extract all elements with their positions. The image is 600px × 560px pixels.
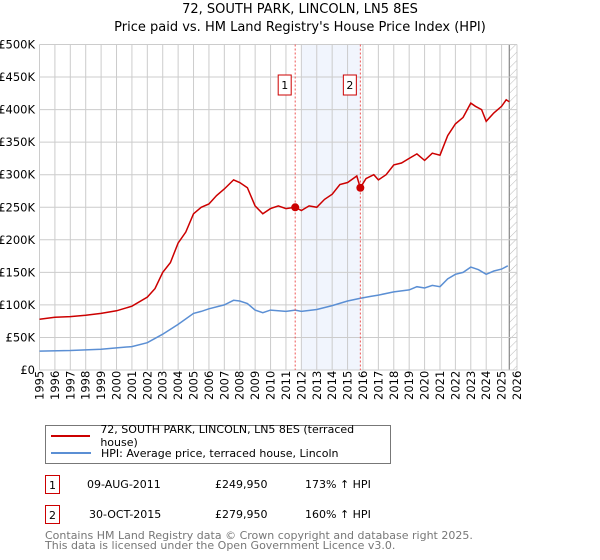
x-tick-label: 2018	[387, 371, 401, 400]
legend-item-property: 72, SOUTH PARK, LINCOLN, LN5 8ES (terrac…	[51, 423, 390, 449]
x-tick-label: 2011	[279, 371, 293, 400]
sale-row: 1 09-AUG-2011 £249,950 173% ↑ HPI	[45, 475, 445, 495]
x-tick-label: 2017	[371, 371, 385, 400]
x-tick-label: 2022	[448, 371, 462, 400]
x-tick-label: 2021	[433, 371, 447, 400]
sale-label-box	[277, 74, 292, 96]
sale-price: £279,950	[215, 508, 268, 521]
x-tick-label: 2014	[325, 371, 339, 400]
sale-hpi: 173% ↑ HPI	[305, 478, 371, 491]
x-tick-label: 1999	[94, 371, 108, 400]
x-tick-label: 2002	[140, 371, 154, 400]
y-tick-label: £400K	[0, 103, 35, 117]
y-tick-label: £300K	[0, 168, 35, 182]
x-tick-label: 2004	[171, 371, 185, 400]
x-tick-label: 2010	[264, 371, 278, 400]
x-tick-label: 1995	[33, 371, 47, 400]
sale-point	[291, 203, 300, 212]
footer-copyright: Contains HM Land Registry data © Crown c…	[45, 529, 473, 542]
legend-item-hpi: HPI: Average price, terraced house, Linc…	[51, 446, 338, 460]
chart-title: 72, SOUTH PARK, LINCOLN, LN5 8ES	[182, 2, 418, 17]
y-tick-label: £500K	[0, 38, 35, 52]
y-tick-label: £100K	[0, 298, 35, 312]
x-tick-label: 2024	[479, 371, 493, 400]
sale-price: £249,950	[215, 478, 268, 491]
sale-badge: 2	[45, 505, 60, 524]
sale-label: 1	[281, 79, 288, 92]
sale-badge: 1	[45, 475, 60, 494]
y-tick-label: £450K	[0, 70, 35, 84]
sale-date: 30-OCT-2015	[89, 508, 162, 521]
legend-swatch	[51, 452, 91, 454]
legend-swatch	[51, 435, 91, 437]
y-tick-label: £0	[20, 363, 35, 377]
legend: 72, SOUTH PARK, LINCOLN, LN5 8ES (terrac…	[45, 423, 391, 464]
x-tick-label: 2007	[217, 371, 231, 400]
y-tick-label: £350K	[0, 135, 35, 149]
x-tick-label: 2005	[187, 371, 201, 400]
y-tick-label: £150K	[0, 265, 35, 279]
x-tick-label: 2003	[156, 371, 170, 400]
x-tick-label: 2020	[418, 371, 432, 400]
property-price-line	[39, 98, 510, 320]
x-tick-label: 2006	[202, 371, 216, 400]
x-tick-label: 2001	[125, 371, 139, 400]
y-tick-label: £250K	[0, 200, 35, 214]
hpi-line	[39, 265, 509, 352]
x-tick-label: 2009	[248, 371, 262, 400]
x-tick-label: 2012	[294, 371, 308, 400]
x-tick-label: 2023	[464, 371, 478, 400]
x-tick-label: 2013	[310, 371, 324, 400]
y-tick-label: £50K	[6, 330, 36, 344]
x-tick-label: 1996	[48, 371, 62, 400]
x-tick-label: 2025	[495, 371, 509, 400]
chart-subtitle: Price paid vs. HM Land Registry's House …	[114, 20, 486, 35]
x-tick-label: 2019	[402, 371, 416, 400]
sale-date: 09-AUG-2011	[87, 478, 161, 491]
x-tick-label: 1997	[63, 371, 77, 400]
footer-licence: This data is licensed under the Open Gov…	[45, 539, 396, 552]
x-tick-label: 2000	[110, 371, 124, 400]
x-tick-label: 2015	[341, 371, 355, 400]
sale-row: 2 30-OCT-2015 £279,950 160% ↑ HPI	[45, 505, 445, 525]
x-tick-label: 2008	[233, 371, 247, 400]
sale-hpi: 160% ↑ HPI	[305, 508, 371, 521]
sale-label-box	[342, 74, 357, 96]
sale-point	[356, 183, 365, 192]
legend-label: 72, SOUTH PARK, LINCOLN, LN5 8ES (terrac…	[100, 423, 355, 449]
legend-label: HPI: Average price, terraced house, Linc…	[101, 446, 339, 460]
x-tick-label: 2026	[510, 371, 524, 400]
x-tick-label: 2016	[356, 371, 370, 400]
sale-label: 2	[346, 79, 353, 92]
y-tick-label: £200K	[0, 233, 35, 247]
x-tick-label: 1998	[79, 371, 93, 400]
